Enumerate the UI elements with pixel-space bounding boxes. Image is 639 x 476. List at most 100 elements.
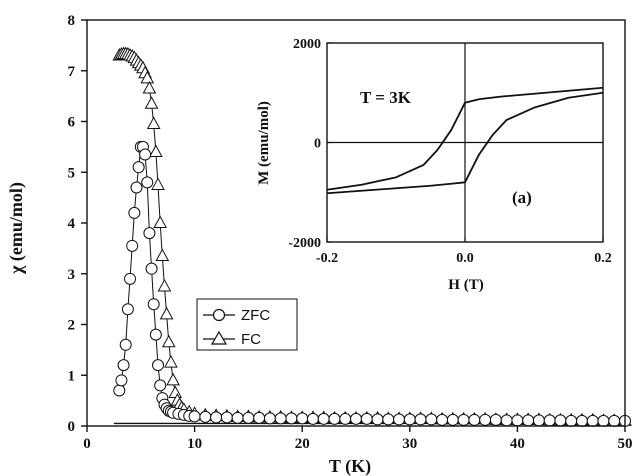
main-plot-marks xyxy=(112,46,632,427)
zfc-point xyxy=(147,298,160,311)
fc-point xyxy=(146,116,161,130)
inset-y-tick-label: -2000 xyxy=(288,236,321,251)
zfc-point xyxy=(479,413,492,426)
zfc-point xyxy=(115,374,128,387)
fc-point xyxy=(168,385,183,399)
zfc-point xyxy=(117,359,130,372)
inset-plot-frame: -0.2 0.0 0.2 -2000 0 2000 xyxy=(288,37,611,266)
x-tick-label: 40 xyxy=(510,436,525,452)
zfc-point xyxy=(554,414,567,427)
legend-marker-fc xyxy=(210,330,228,345)
inset-y-axis-title: M (emu/mol) xyxy=(256,101,272,185)
zfc-point xyxy=(199,410,212,423)
zfc-point xyxy=(306,412,319,425)
zfc-point xyxy=(139,148,152,161)
legend-label-fc: FC xyxy=(241,331,261,348)
zfc-point xyxy=(145,262,158,275)
zfc-point xyxy=(210,411,223,424)
zfc-point xyxy=(132,161,145,174)
zfc-point xyxy=(154,379,167,392)
zfc-point xyxy=(414,413,427,426)
zfc-point xyxy=(328,412,341,425)
zfc-point xyxy=(188,410,201,423)
fc-point xyxy=(159,306,174,320)
x-tick-label: 30 xyxy=(402,436,417,452)
inset-x-tick-label: -0.2 xyxy=(316,251,338,266)
inset-plot-marks xyxy=(326,86,604,195)
panel-label-a: (a) xyxy=(512,188,532,207)
fc-point xyxy=(149,144,163,157)
zfc-point xyxy=(382,413,395,426)
temperature-annotation: T = 3K xyxy=(360,88,412,107)
zfc-point xyxy=(126,239,139,252)
zfc-point xyxy=(446,413,459,426)
zfc-point xyxy=(522,414,535,427)
hysteresis-descending-branch xyxy=(326,91,604,195)
zfc-point xyxy=(425,413,438,426)
zfc-point xyxy=(152,359,165,372)
y-tick-label: 0 xyxy=(68,419,76,435)
fc-point xyxy=(164,355,178,368)
inset-x-axis-title: H (T) xyxy=(448,277,483,293)
zfc-point xyxy=(360,412,373,425)
zfc-point xyxy=(403,413,416,426)
zfc-point xyxy=(317,412,330,425)
legend-label-zfc: ZFC xyxy=(241,307,270,324)
fc-point xyxy=(144,96,159,109)
legend-marker-zfc xyxy=(212,308,226,322)
zfc-point xyxy=(468,413,481,426)
main-plot-frame: 0 10 20 30 40 50 0 1 2 3 4 5 6 7 8 xyxy=(68,13,633,452)
zfc-point xyxy=(253,411,266,424)
zfc-point xyxy=(141,176,154,189)
zfc-point xyxy=(608,414,621,427)
fc-point xyxy=(140,70,155,84)
y-axis-title: χ (emu/mol) xyxy=(6,182,27,275)
inset-y-tick-label: 2000 xyxy=(293,37,321,52)
inset-y-tick-label: 0 xyxy=(314,137,321,152)
zfc-point xyxy=(124,272,137,285)
y-tick-label: 1 xyxy=(68,368,76,384)
zfc-point xyxy=(231,411,244,424)
zfc-point xyxy=(263,412,276,425)
fc-point xyxy=(142,80,157,94)
zfc-point xyxy=(143,227,156,240)
zfc-point xyxy=(489,413,502,426)
y-tick-label: 5 xyxy=(68,165,76,181)
zfc-point xyxy=(128,206,141,219)
zfc-point xyxy=(350,412,362,425)
zfc-point xyxy=(597,414,610,427)
fc-point xyxy=(161,334,176,348)
y-tick-label: 7 xyxy=(68,64,76,80)
x-tick-label: 0 xyxy=(83,436,91,452)
zfc-point xyxy=(393,413,406,426)
legend: ZFC FC xyxy=(196,298,298,351)
zfc-point xyxy=(130,181,143,194)
hysteresis-ascending-branch xyxy=(326,86,604,191)
zfc-point xyxy=(511,414,524,427)
y-tick-label: 3 xyxy=(68,267,76,283)
zfc-point xyxy=(285,412,298,425)
zfc-point xyxy=(274,412,287,425)
zfc-point xyxy=(119,338,132,351)
y-tick-label: 6 xyxy=(68,115,76,131)
zfc-point xyxy=(220,411,233,424)
x-tick-label: 10 xyxy=(187,436,202,452)
fc-point xyxy=(155,248,170,261)
zfc-point xyxy=(113,384,126,397)
x-tick-label: 50 xyxy=(618,436,633,452)
y-tick-label: 8 xyxy=(68,13,76,29)
zfc-point xyxy=(339,412,352,425)
y-tick-label: 4 xyxy=(68,216,76,232)
zfc-point xyxy=(149,328,162,341)
zfc-point xyxy=(436,413,449,426)
zfc-point xyxy=(121,303,134,316)
inset-x-tick-label: 0.0 xyxy=(456,251,474,266)
zfc-point xyxy=(565,414,578,427)
x-axis-title: T (K) xyxy=(329,456,371,476)
x-tick-label: 20 xyxy=(295,436,310,452)
zfc-point xyxy=(371,413,384,426)
fc-point xyxy=(151,177,165,190)
zfc-point xyxy=(586,414,599,427)
zfc-point xyxy=(457,413,470,426)
